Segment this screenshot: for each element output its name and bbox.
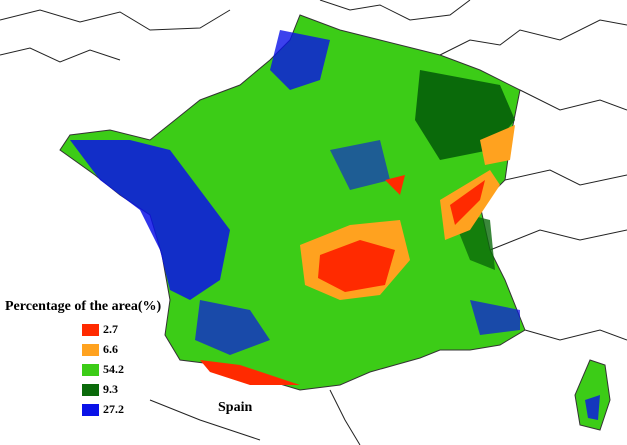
region-patch bbox=[270, 30, 330, 90]
legend-title: Percentage of the area(%) bbox=[5, 299, 161, 314]
region-patch bbox=[470, 300, 520, 335]
legend-label: 54.2 bbox=[103, 362, 124, 376]
region-patch bbox=[480, 125, 515, 165]
region-patch bbox=[585, 395, 600, 420]
legend-swatch bbox=[82, 384, 99, 396]
legend-swatch bbox=[82, 364, 99, 376]
legend-swatch bbox=[82, 344, 99, 356]
region-patch bbox=[385, 175, 405, 195]
legend-label: 9.3 bbox=[103, 382, 118, 396]
legend: 2.7 6.6 54.2 9.3 27.2 bbox=[82, 322, 124, 416]
legend-label: 27.2 bbox=[103, 402, 124, 416]
legend-label: 6.6 bbox=[103, 342, 118, 356]
country-label: Spain bbox=[218, 400, 252, 415]
region-patch bbox=[70, 140, 230, 300]
region-patch bbox=[330, 140, 390, 190]
region-patch bbox=[200, 360, 300, 385]
region-patch bbox=[318, 240, 395, 292]
corsica bbox=[574, 359, 611, 431]
legend-swatch bbox=[82, 324, 99, 336]
region-patch bbox=[195, 300, 270, 355]
region-patch bbox=[450, 180, 485, 225]
legend-swatch bbox=[82, 404, 99, 416]
legend-label: 2.7 bbox=[103, 322, 118, 336]
france bbox=[59, 14, 611, 431]
